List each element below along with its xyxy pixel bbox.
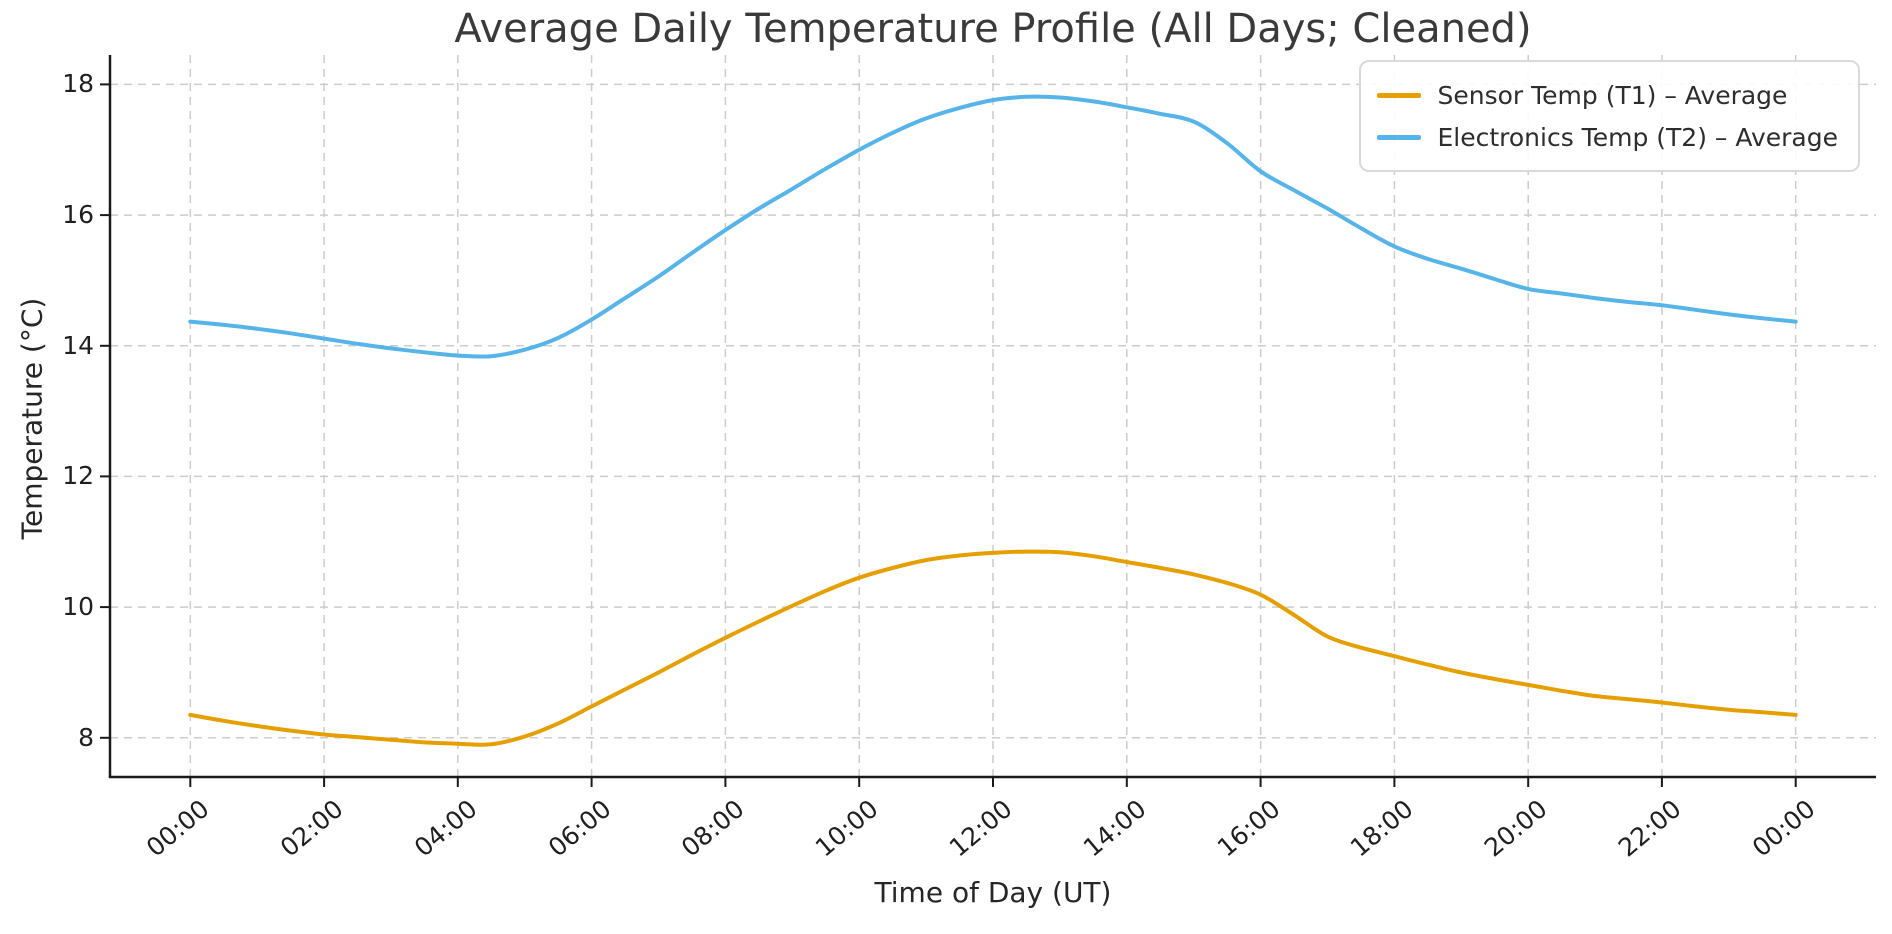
legend-item-sensor-temp: Sensor Temp (T1) – Average [1377, 74, 1838, 116]
chart-title: Average Daily Temperature Profile (All D… [454, 6, 1532, 52]
y-tick-label: 12 [62, 461, 94, 491]
series-line-t1 [188, 549, 1798, 747]
series-line-t2 [188, 94, 1798, 359]
y-tick-label: 14 [62, 330, 94, 360]
y-tick-label: 10 [62, 592, 94, 622]
x-axis-label: Time of Day (UT) [874, 876, 1112, 909]
legend-label-t2: Electronics Temp (T2) – Average [1437, 122, 1838, 152]
legend-label-t1: Sensor Temp (T1) – Average [1437, 80, 1788, 110]
y-tick-label: 18 [62, 69, 94, 99]
legend: Sensor Temp (T1) – Average Electronics T… [1359, 60, 1860, 172]
legend-item-electronics-temp: Electronics Temp (T2) – Average [1377, 116, 1838, 158]
y-tick-label: 8 [78, 722, 94, 752]
y-tick-label: 16 [62, 200, 94, 230]
legend-swatch-t2 [1377, 134, 1422, 140]
legend-swatch-t1 [1377, 92, 1422, 98]
y-axis-label: Temperature (°C) [15, 297, 49, 540]
